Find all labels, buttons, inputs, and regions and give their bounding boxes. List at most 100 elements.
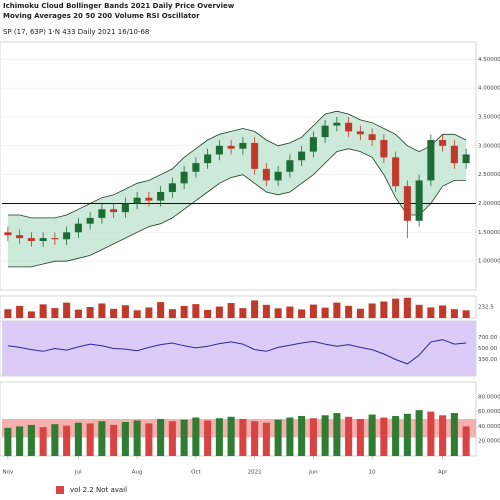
- bar: [415, 304, 423, 318]
- bar: [180, 419, 188, 456]
- bar: [98, 421, 106, 456]
- bar: [4, 309, 12, 318]
- y-tick-label: 500.00: [478, 346, 498, 352]
- bar: [251, 421, 259, 456]
- bar: [133, 420, 141, 456]
- bar: [427, 307, 435, 318]
- candle-body: [286, 160, 294, 172]
- candle-body: [110, 209, 118, 213]
- x-tick-label: Jul: [74, 470, 82, 476]
- candle-body: [39, 238, 47, 241]
- candle-body: [427, 140, 435, 181]
- bar: [145, 423, 153, 456]
- header-line: Moving Averages 20 50 200 Volume RSI Osc…: [3, 12, 200, 20]
- candle-body: [227, 145, 235, 149]
- bar: [121, 421, 129, 456]
- x-tick-label: Aug: [132, 470, 143, 476]
- bar: [204, 420, 212, 456]
- x-tick-label: Jun: [308, 470, 318, 476]
- bar: [286, 306, 294, 318]
- bar: [157, 419, 165, 456]
- candle-body: [86, 217, 94, 224]
- candle-body: [309, 137, 317, 152]
- candle-body: [98, 209, 106, 218]
- bar: [403, 413, 411, 456]
- candle-body: [274, 171, 282, 181]
- candle-body: [392, 157, 400, 187]
- bar: [439, 305, 447, 318]
- bar: [145, 307, 153, 318]
- bar: [345, 305, 353, 318]
- bar: [239, 419, 247, 456]
- bar: [27, 311, 35, 318]
- candle-body: [16, 235, 24, 239]
- candle-body: [462, 154, 470, 164]
- bar: [415, 410, 423, 456]
- bar: [27, 424, 35, 456]
- panel-border: [0, 41, 477, 291]
- y-tick-label: 2.50000: [478, 172, 500, 178]
- bar: [298, 416, 306, 456]
- bar: [356, 419, 364, 456]
- x-tick-label: 2021: [248, 470, 262, 476]
- bar: [333, 302, 341, 318]
- candle-body: [450, 145, 458, 164]
- candle-body: [439, 140, 447, 146]
- bar: [215, 418, 223, 456]
- bar: [86, 423, 94, 456]
- upper-band: [7, 110, 467, 219]
- y-tick-label: 20.0000: [478, 439, 500, 445]
- bar: [392, 416, 400, 456]
- bar: [321, 307, 329, 318]
- bar: [157, 302, 165, 318]
- bar: [98, 303, 106, 318]
- rsi-line: [7, 339, 467, 365]
- bar: [168, 309, 176, 318]
- candle-body: [239, 142, 247, 149]
- candle-body: [168, 183, 176, 192]
- bar: [168, 421, 176, 456]
- bar: [286, 417, 294, 456]
- bar: [180, 305, 188, 318]
- bar: [368, 303, 376, 318]
- candle-body: [27, 238, 35, 241]
- candle-body: [204, 154, 212, 164]
- bar: [110, 424, 118, 456]
- bar: [309, 418, 317, 456]
- bar: [321, 415, 329, 456]
- bar: [251, 300, 259, 318]
- bar: [74, 422, 82, 456]
- bar: [227, 303, 235, 318]
- candle-body: [145, 197, 153, 201]
- panel-border: [0, 295, 477, 319]
- y-tick-label: 60.0000: [478, 409, 500, 415]
- x-tick-label: 10: [369, 470, 376, 476]
- bar: [368, 414, 376, 456]
- bar: [86, 307, 94, 318]
- y-tick-label: 40.0000: [478, 424, 500, 430]
- candle-body: [321, 125, 329, 138]
- bar: [110, 308, 118, 318]
- candle-body: [192, 163, 200, 172]
- bar: [215, 306, 223, 318]
- bar: [262, 422, 270, 456]
- y-tick-label: 3.50000: [478, 114, 500, 120]
- header-line: Ichimoku Cloud Bollinger Bands 2021 Dail…: [3, 2, 235, 10]
- candle-body: [133, 197, 141, 204]
- candle-body: [180, 171, 188, 184]
- bar: [262, 304, 270, 318]
- candle-body: [215, 145, 223, 155]
- x-tick-label: Apr: [438, 470, 448, 476]
- lower-band: [7, 148, 467, 268]
- bar: [380, 301, 388, 318]
- bar: [51, 308, 59, 318]
- candle-body: [356, 131, 364, 135]
- candle-body: [403, 186, 411, 221]
- bar: [333, 413, 341, 456]
- header-line: SP (17, 63P) 1·N 433 Daily 2021 16/10-68: [3, 28, 149, 36]
- bar: [74, 309, 82, 318]
- bar: [192, 417, 200, 456]
- candle-body: [63, 232, 71, 240]
- bar: [439, 415, 447, 456]
